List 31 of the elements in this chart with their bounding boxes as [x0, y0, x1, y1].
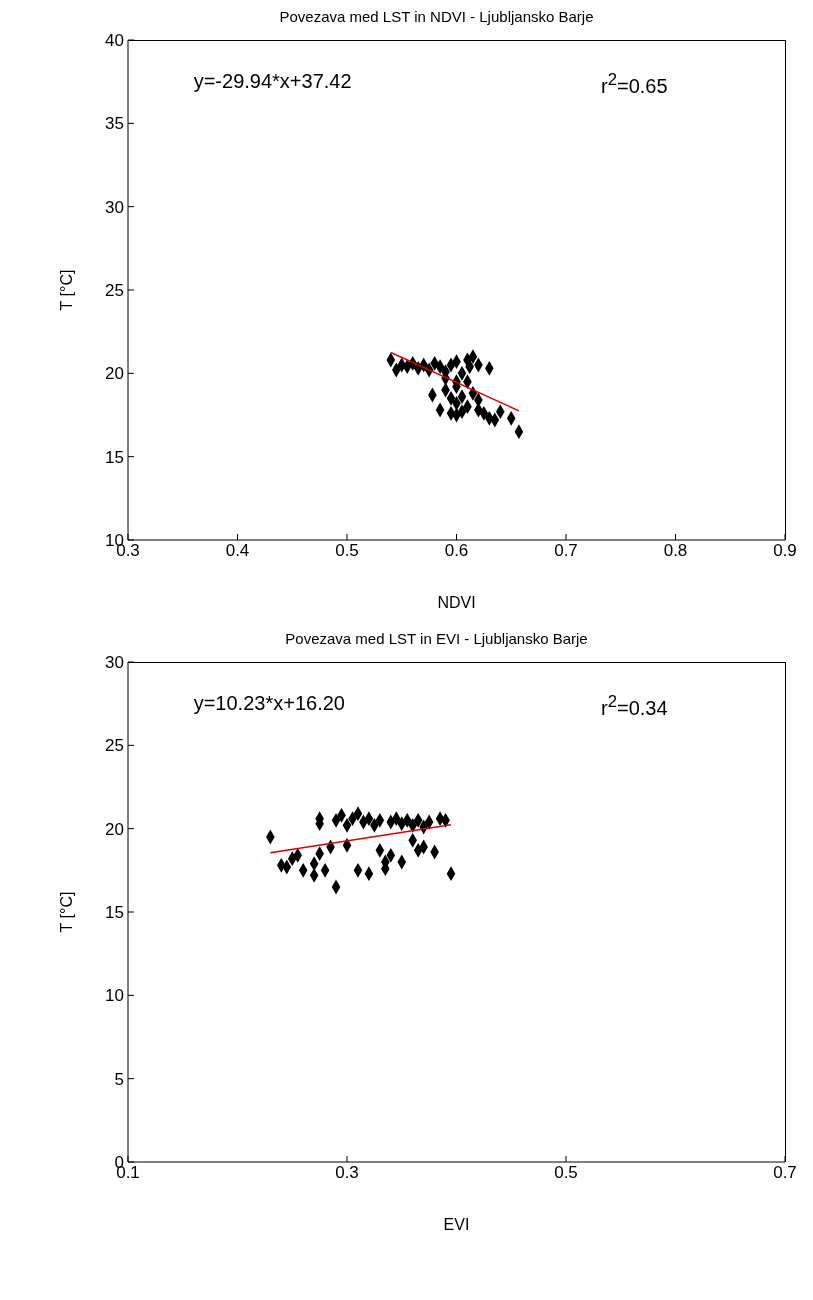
annotation: r$^{2}$=0.34	[601, 692, 668, 720]
y-tick-label: 25	[105, 736, 124, 756]
chart-title: Povezava med LST in NDVI - Ljubljansko Barje	[278, 8, 595, 27]
annotation: r$^{2}$=0.65	[601, 70, 668, 98]
x-tick-label: 0.9	[773, 541, 797, 561]
y-tick-label: 30	[105, 197, 124, 217]
y-tick-label: 5	[114, 1069, 124, 1089]
x-tick-label: 0.3	[335, 1163, 359, 1183]
y-tick-label: 40	[105, 31, 124, 51]
y-tick-label: 15	[105, 447, 124, 467]
y-tick-label: 20	[105, 364, 124, 384]
y-tick-label: 35	[105, 114, 124, 134]
y-tick-label: 25	[105, 281, 124, 301]
y-tick-label: 10	[105, 986, 124, 1006]
x-tick-label: 0.4	[225, 541, 250, 561]
y-axis-title: T [°C]	[57, 891, 75, 933]
annotation: y=-29.94*x+37.42	[193, 70, 352, 93]
x-tick-label: 0.7	[554, 541, 578, 561]
y-tick-label: 15	[105, 903, 124, 923]
annotation: y=10.23*x+16.20	[193, 692, 345, 715]
chart-title: Povezava med LST in EVI - Ljubljansko Barje	[284, 630, 589, 649]
x-axis-title: NDVI	[437, 594, 476, 611]
x-axis-title: EVI	[443, 1216, 470, 1233]
x-tick-label: 0.6	[444, 541, 469, 561]
x-tick-label: 0.7	[773, 1163, 797, 1183]
x-tick-label: 0.8	[663, 541, 688, 561]
y-axis-title: T [°C]	[57, 269, 75, 311]
x-tick-label: 0.5	[554, 1163, 578, 1183]
y-tick-label: 30	[105, 653, 124, 673]
x-tick-label: 0.5	[335, 541, 359, 561]
y-tick-label: 20	[105, 819, 124, 839]
